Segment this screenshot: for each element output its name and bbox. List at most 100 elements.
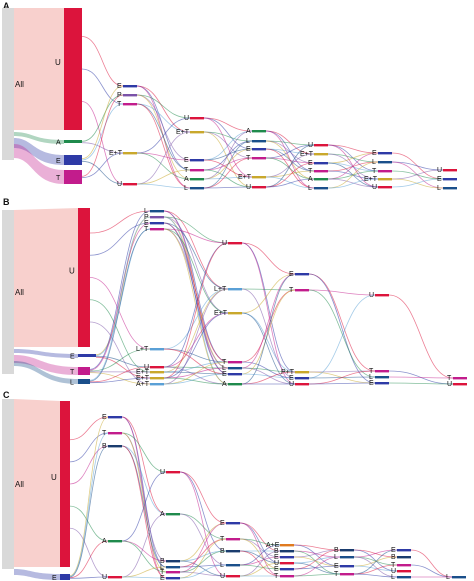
flow-link (203, 169, 253, 188)
node-bar (453, 383, 467, 386)
flow-link (69, 505, 109, 542)
node-bar (190, 159, 204, 162)
node-bar (314, 170, 328, 173)
node-bar (295, 289, 309, 292)
node-label: A+E (266, 542, 280, 549)
node-bar (78, 379, 90, 384)
flow-link (136, 103, 191, 133)
node-bar (228, 361, 242, 364)
node-bar (150, 377, 164, 380)
flow-link (121, 432, 167, 573)
node-bar (150, 366, 164, 369)
flow-link (179, 571, 227, 577)
node-bar (378, 152, 392, 155)
flow-link (121, 540, 167, 573)
node-bar (314, 153, 328, 156)
node-bar (108, 540, 122, 543)
flow-link (81, 103, 124, 161)
node-bar (280, 556, 294, 559)
node-bar (252, 148, 266, 151)
flow-link (81, 101, 124, 185)
panel-c: C All U E E T B A U U A B L T E E T B L U A+E B E U E T B L E T E B T U L L (0, 389, 474, 581)
flow-root-main (14, 399, 60, 567)
node-bar (280, 550, 294, 553)
node-bar (166, 471, 180, 474)
node-label: B (274, 548, 279, 555)
flow-link (410, 549, 453, 578)
node-label: E (220, 520, 225, 527)
node-label: L (222, 365, 226, 372)
node-label: E (391, 547, 396, 554)
flow-link (293, 573, 341, 577)
node-label: T (160, 569, 165, 576)
node-bar (123, 152, 137, 155)
node-label: E (274, 554, 279, 561)
node-bar (190, 187, 204, 190)
node-bar (295, 371, 309, 374)
flow-link (265, 178, 315, 188)
node-bar (443, 187, 457, 190)
flow-link (308, 289, 376, 296)
node-label: L (334, 554, 338, 561)
flow-link (388, 294, 454, 379)
flow-link (163, 210, 229, 290)
flow-link (241, 289, 296, 375)
node-label: B (334, 547, 339, 554)
node-label: L (184, 185, 188, 192)
node-bar (375, 370, 389, 373)
node-bar (150, 216, 164, 219)
node-main-label: U (55, 58, 61, 67)
node-main-label: U (51, 473, 57, 482)
node-label: U (246, 184, 251, 191)
node-label: E (160, 575, 165, 581)
node-bar (340, 556, 354, 559)
node-label: B (102, 443, 107, 450)
node-label: L (437, 185, 441, 192)
flow-link (241, 373, 296, 379)
node-label: U (447, 381, 452, 388)
panel-b-sankey: BAllUETLLPETL+TUE+TE+TA+TUL+TE+TTLEAETP+… (2, 197, 467, 388)
flow-link (391, 169, 444, 180)
node-bar (108, 416, 122, 419)
flow-link (163, 216, 229, 244)
node-bar (280, 562, 294, 565)
flow-link (136, 183, 191, 189)
node-bar (397, 549, 411, 552)
node-bar (375, 382, 389, 385)
node-main-label: U (69, 267, 75, 276)
flow-link (353, 549, 398, 572)
flow-link (163, 348, 229, 375)
flow-link (179, 513, 227, 540)
flow-link (136, 94, 191, 119)
flow-link (293, 556, 341, 577)
flow-link (239, 522, 281, 577)
node-bar (228, 312, 242, 315)
node-bar (228, 383, 242, 386)
node-bar (378, 161, 392, 164)
flow-link (308, 273, 376, 372)
node-label: A (222, 381, 227, 388)
flow-link (241, 288, 296, 379)
flow-link (69, 540, 109, 579)
flow-link (293, 565, 341, 570)
flow-link (327, 178, 379, 189)
flow-link (81, 68, 124, 105)
flow-link (95, 356, 151, 368)
node-bar (150, 348, 164, 351)
node-label: P (144, 214, 149, 221)
node-bar (123, 94, 137, 97)
flow-link (241, 273, 296, 369)
flow-link (89, 210, 151, 234)
node-bar (228, 242, 242, 245)
node-bar (378, 170, 392, 173)
node-label: E+T (364, 176, 378, 183)
flow-link (203, 159, 253, 178)
node-bar (64, 155, 82, 165)
node-label: E+T (300, 151, 314, 158)
flow-link (241, 242, 296, 373)
node-bar (314, 162, 328, 165)
flow-root-T (14, 355, 78, 375)
node-label: L (308, 185, 312, 192)
flow-link (163, 242, 229, 368)
node-label: U (308, 142, 313, 149)
